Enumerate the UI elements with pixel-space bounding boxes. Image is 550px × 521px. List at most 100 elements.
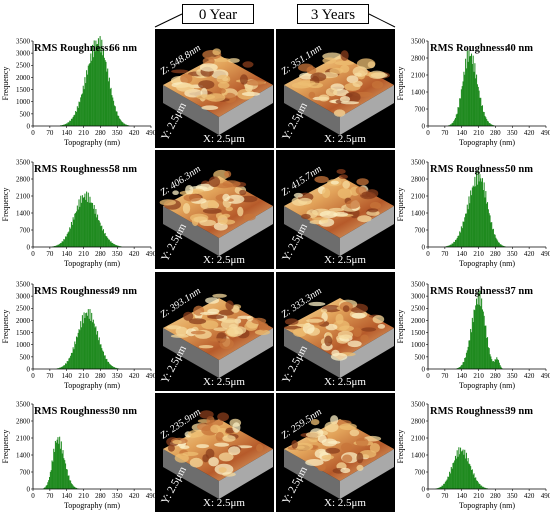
histogram-bar: [487, 337, 489, 369]
rms-roughness-label: RMS Roughness:: [430, 406, 508, 417]
histogram-bar: [94, 327, 96, 369]
histogram-bar: [61, 453, 63, 489]
afm-texture-grain: [239, 195, 258, 203]
afm-texture-grain: [225, 206, 233, 212]
histogram-bar: [122, 122, 124, 126]
histogram-bar: [469, 56, 471, 126]
afm-texture-grain: [356, 452, 364, 464]
histogram-bar: [75, 110, 77, 126]
histogram-bar: [479, 484, 481, 489]
histogram-bar: [59, 243, 62, 247]
afm-texture-grain: [185, 185, 194, 195]
header-0-year: 0 Year: [182, 4, 254, 24]
histogram-bar: [493, 361, 495, 369]
afm-texture-grain: [225, 427, 235, 434]
histogram-bar: [75, 487, 77, 489]
afm-surface: [163, 55, 273, 117]
x-tick-label: 490: [146, 372, 157, 380]
histogram-bar: [81, 195, 83, 247]
histogram-bar: [116, 111, 118, 126]
histogram-bar: [48, 480, 50, 489]
histogram-bar: [70, 120, 72, 126]
x-tick-label: 70: [46, 372, 54, 380]
x-tick-label: 140: [456, 372, 467, 380]
histogram-bar: [438, 487, 440, 489]
histogram-bar: [114, 367, 116, 369]
histogram-bar: [474, 477, 476, 489]
afm-texture-grain: [215, 183, 233, 189]
afm-texture-grain: [296, 323, 309, 327]
histogram-bar: [465, 458, 467, 489]
histogram-bar: [470, 195, 473, 247]
histogram-bar: [453, 462, 455, 489]
histogram-bar: [101, 225, 103, 247]
histogram-bar: [462, 362, 464, 369]
histogram-bar: [475, 477, 477, 489]
afm-texture-grain: [331, 349, 340, 357]
histogram-bar: [121, 121, 123, 126]
histogram-bar: [108, 363, 110, 369]
afm-x-range: X: 2.5μm: [324, 254, 366, 266]
histogram-bar: [102, 351, 104, 369]
x-tick-label: 350: [112, 129, 123, 137]
histogram-bar: [124, 123, 126, 126]
afm-texture-grain: [337, 188, 353, 199]
x-tick-label: 0: [31, 492, 35, 500]
histogram-bar: [91, 202, 93, 247]
histogram-bar: [78, 329, 80, 369]
histogram-bar: [45, 485, 47, 489]
afm-x-range: X: 2.5μm: [324, 133, 366, 145]
histogram-bar: [60, 242, 62, 247]
histogram-bar: [439, 486, 441, 489]
histogram-bar: [467, 458, 469, 489]
y-tick-label: 3500: [16, 37, 31, 45]
histogram-bar: [79, 330, 81, 369]
x-tick-label: 0: [426, 492, 430, 500]
histogram-bar: [499, 365, 501, 369]
y-tick-label: 1000: [16, 341, 31, 349]
afm-texture-grain: [372, 315, 385, 324]
histogram-bar: [452, 122, 454, 126]
histogram-bar: [492, 361, 494, 369]
afm-texture-grain: [174, 453, 189, 463]
histogram-bar: [443, 483, 445, 489]
histogram-bar: [68, 122, 70, 126]
histogram-bar: [483, 182, 485, 247]
afm-texture-grain: [322, 57, 337, 64]
panel-label-d: D: [159, 395, 173, 416]
histogram-bar: [451, 123, 453, 126]
histogram-bar: [442, 485, 444, 489]
histogram-bar: [485, 488, 487, 489]
rms-roughness-value: 40 nm: [505, 43, 533, 54]
histogram-bar: [75, 487, 78, 489]
histogram-bar: [118, 118, 121, 126]
afm-texture-grain: [182, 451, 199, 456]
afm-texture-grain: [361, 327, 377, 332]
histogram-bar: [82, 197, 84, 247]
rms-roughness-label: RMS Roughness:: [34, 406, 112, 417]
histogram-bar: [67, 232, 69, 247]
afm-texture-grain: [222, 193, 230, 202]
afm-texture-grain: [349, 429, 360, 437]
afm-texture-grain: [224, 170, 232, 178]
x-tick-label: 70: [441, 250, 449, 258]
histogram-bar: [92, 319, 94, 369]
histogram-bar: [113, 367, 115, 369]
histogram-bar: [115, 245, 117, 247]
histogram-bar: [70, 483, 72, 489]
afm-texture-grain: [199, 410, 214, 419]
histogram-bar: [481, 485, 483, 489]
histogram-bar: [58, 443, 60, 489]
histogram-bar: [115, 111, 117, 126]
afm-texture-grain: [321, 454, 334, 460]
afm-side-right: [340, 206, 394, 256]
histogram-bar: [66, 469, 68, 489]
histogram-bar: [71, 118, 73, 126]
x-tick-label: 490: [541, 372, 550, 380]
histogram-bar: [70, 352, 72, 369]
histogram-bar: [451, 468, 453, 489]
histogram-bar: [107, 237, 109, 247]
y-tick-label: 0: [27, 243, 31, 251]
histogram-bar: [54, 451, 56, 489]
x-tick-label: 140: [61, 250, 72, 258]
